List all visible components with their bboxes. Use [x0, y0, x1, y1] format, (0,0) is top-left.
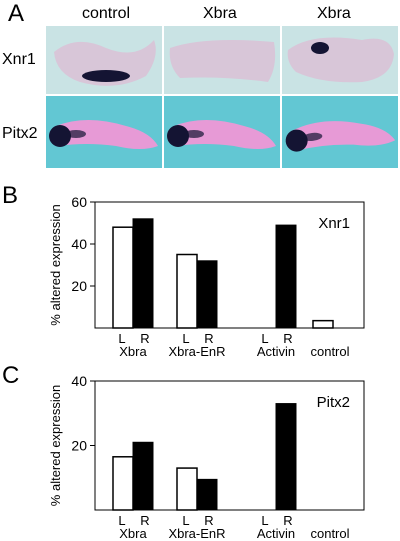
pitx2-group-label-1: Xbra-EnR — [168, 526, 225, 541]
pitx2-sublabel-2-R: R — [283, 513, 292, 528]
pitx2-ytick-label-1: 40 — [71, 373, 87, 389]
pitx2-bar-1-L — [176, 467, 198, 511]
pitx2-sublabel-0-R: R — [140, 513, 149, 528]
xnr1-group-label-2: Activin — [257, 344, 295, 359]
xnr1-bar-0-R — [132, 218, 154, 329]
embryo-photo-r1-c2 — [282, 96, 398, 168]
pitx2-bar-0-R — [132, 441, 154, 511]
xnr1-sublabel-1-L: L — [182, 331, 189, 346]
pitx2-ytick-label-0: 20 — [71, 438, 87, 454]
row-label-xnr1: Xnr1 — [2, 51, 36, 68]
pitx2-sublabel-1-R: R — [204, 513, 213, 528]
column-label-xbra-1: Xbra — [203, 5, 237, 22]
pitx2-group-label-3: control — [310, 526, 349, 541]
pitx2-sublabel-0-L: L — [118, 513, 125, 528]
pitx2-ylabel: % altered expression — [48, 385, 63, 506]
embryo-photo-r1-c1 — [164, 96, 280, 168]
xnr1-bar-1-L — [176, 253, 198, 329]
pitx2-plot-frame — [94, 380, 365, 511]
xnr1-group-label-0: Xbra — [119, 344, 147, 359]
xnr1-bar-1-R — [196, 260, 218, 329]
embryo-photo-r0-c1 — [164, 26, 280, 94]
column-label-xbra-2: Xbra — [317, 5, 351, 22]
row-label-pitx2: Pitx2 — [2, 125, 38, 142]
embryo-photo-r1-c0 — [46, 96, 162, 168]
xnr1-sublabel-0-R: R — [140, 331, 149, 346]
xnr1-ytick-label-0: 20 — [71, 278, 87, 294]
panel-letter-c: C — [2, 362, 20, 389]
pitx2-group-label-2: Activin — [257, 526, 295, 541]
panel-letter-b: B — [2, 182, 19, 209]
xnr1-sublabel-0-L: L — [118, 331, 125, 346]
xnr1-sublabel-2-R: R — [283, 331, 292, 346]
pitx2-sublabel-2-L: L — [261, 513, 268, 528]
pitx2-bar-0-L — [112, 456, 134, 511]
pitx2-sublabel-1-L: L — [182, 513, 189, 528]
xnr1-group-label-1: Xbra-EnR — [168, 344, 225, 359]
xnr1-sublabel-2-L: L — [261, 331, 268, 346]
pitx2-bar-2-R — [275, 403, 297, 511]
xnr1-ytick-label-2: 60 — [71, 194, 87, 210]
xnr1-title: Xnr1 — [318, 215, 350, 232]
xnr1-sublabel-1-R: R — [204, 331, 213, 346]
panel-letter-a: A — [8, 0, 25, 27]
column-label-control: control — [82, 5, 131, 22]
xnr1-ylabel: % altered expression — [48, 204, 63, 325]
xnr1-bar-control — [312, 319, 334, 329]
xnr1-group-label-3: control — [310, 344, 349, 359]
embryo-photo-r0-c0 — [46, 26, 162, 94]
xnr1-bar-2-R — [275, 224, 297, 329]
pitx2-group-label-0: Xbra — [119, 526, 147, 541]
embryo-photo-r0-c2 — [282, 26, 398, 94]
xnr1-ytick-label-1: 40 — [71, 236, 87, 252]
xnr1-bar-0-L — [112, 226, 134, 329]
pitx2-bar-1-R — [196, 478, 218, 511]
xnr1-plot-frame — [94, 201, 365, 329]
pitx2-title: Pitx2 — [317, 394, 350, 411]
